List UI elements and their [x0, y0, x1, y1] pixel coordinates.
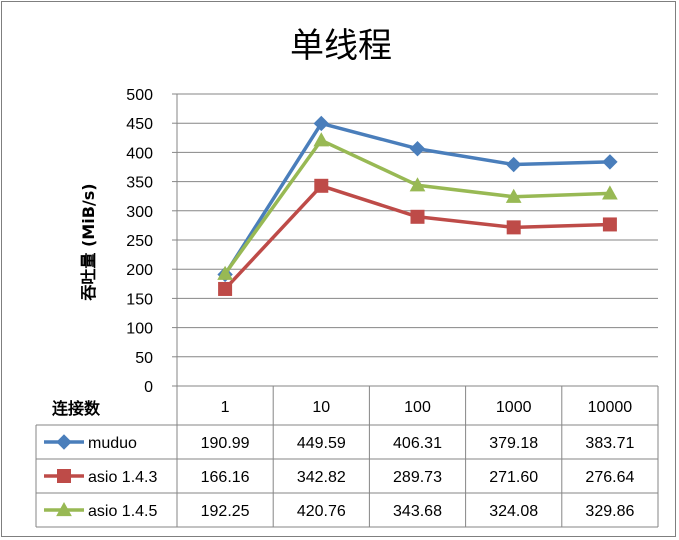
data-point: [410, 209, 425, 224]
y-tick-label: 150: [126, 291, 153, 308]
data-point: [505, 156, 522, 173]
data-point: [409, 177, 426, 192]
data-point: [602, 154, 618, 170]
y-tick-label: 450: [126, 116, 153, 133]
data-label: 379.18: [489, 435, 538, 452]
legend-label: muduo: [88, 435, 137, 452]
data-point: [602, 185, 618, 200]
x-tick-label: 1: [221, 399, 230, 416]
y-tick-label: 50: [135, 350, 153, 367]
data-point: [314, 178, 329, 193]
data-label: 324.08: [489, 503, 538, 520]
data-label: 343.68: [393, 503, 442, 520]
legend-key-marker: [56, 501, 72, 517]
data-label: 342.82: [297, 469, 346, 486]
data-point: [506, 220, 521, 235]
data-label: 289.73: [393, 469, 442, 486]
chart-title: 单线程: [290, 26, 392, 66]
data-label: 406.31: [393, 435, 442, 452]
legend-label: asio 1.4.3: [88, 469, 157, 486]
data-label: 383.71: [585, 435, 634, 452]
y-tick-label: 200: [126, 262, 153, 279]
y-tick-label: 500: [126, 87, 153, 104]
x-tick-label: 10: [312, 399, 330, 416]
y-tick-label: 400: [126, 145, 153, 162]
x-tick-label: 1000: [496, 399, 532, 416]
series-line-2: [223, 138, 610, 275]
data-label: 449.59: [297, 435, 346, 452]
data-point: [217, 265, 233, 280]
data-label: 329.86: [585, 503, 634, 520]
data-label: 420.76: [297, 503, 346, 520]
y-tick-label: 350: [126, 175, 153, 192]
data-point: [409, 141, 426, 157]
data-point: [313, 115, 330, 132]
y-tick-label: 0: [144, 379, 153, 396]
y-axis-title: 吞吐量 (MiB/s): [79, 183, 98, 300]
data-label: 276.64: [585, 469, 634, 486]
legend-label: asio 1.4.5: [88, 503, 157, 520]
data-label: 271.60: [489, 469, 538, 486]
y-tick-label: 300: [126, 204, 153, 221]
data-label: 190.99: [201, 435, 250, 452]
data-point: [505, 188, 522, 203]
data-point: [313, 132, 330, 147]
legend-key-marker: [56, 434, 72, 450]
data-point: [218, 281, 233, 296]
series-line-1: [223, 184, 610, 291]
data-label: 166.16: [201, 469, 250, 486]
data-point: [602, 217, 617, 232]
y-tick-label: 250: [126, 233, 153, 250]
x-axis-title: 连接数: [52, 399, 101, 418]
legend-key-marker: [57, 469, 71, 483]
y-tick-label: 100: [126, 321, 153, 338]
data-label: 192.25: [201, 503, 250, 520]
x-tick-label: 10000: [588, 399, 633, 416]
x-tick-label: 100: [404, 399, 431, 416]
